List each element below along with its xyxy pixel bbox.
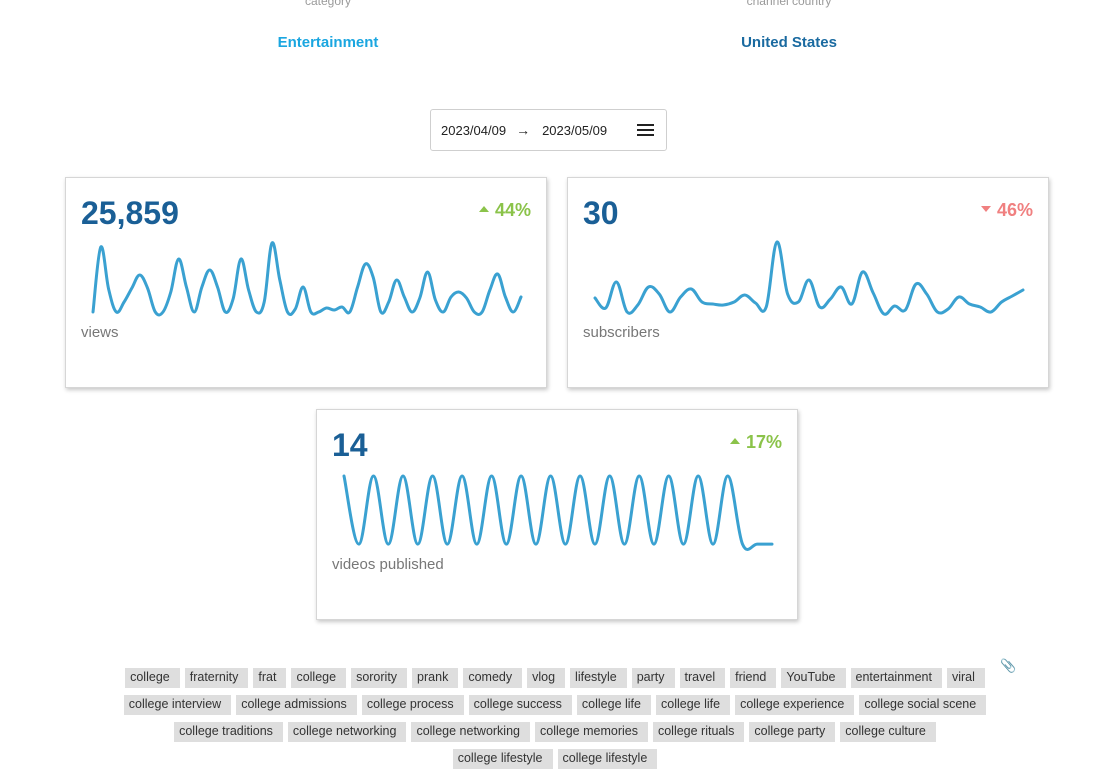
subscribers-sparkline: [593, 240, 1025, 316]
tag-chip[interactable]: college: [125, 668, 180, 688]
tag-chip[interactable]: college: [291, 668, 347, 688]
subscribers-value: 30: [583, 195, 619, 231]
subscribers-change: 46%: [980, 200, 1033, 221]
views-value: 25,859: [81, 195, 179, 231]
tag-chip[interactable]: friend: [730, 668, 777, 688]
views-sparkline: [91, 241, 523, 317]
tag-row: college fraternity frat college sorority pran…: [125, 668, 985, 688]
subscribers-label: subscribers: [583, 324, 660, 341]
tag-chip[interactable]: college success: [468, 695, 572, 715]
videos-change: 17%: [729, 432, 782, 453]
subscribers-card: 30 46% subscribers: [567, 177, 1049, 388]
triangle-up-icon: [478, 206, 489, 213]
paperclip-icon[interactable]: 📎: [1000, 658, 1017, 673]
videos-label: videos published: [332, 556, 444, 573]
tag-chip[interactable]: YouTube: [781, 668, 846, 688]
tag-chip[interactable]: entertainment: [850, 668, 942, 688]
tag-chip[interactable]: college traditions: [174, 722, 283, 742]
views-label: views: [81, 324, 119, 341]
views-card: 25,859 44% views: [65, 177, 547, 388]
tag-chip[interactable]: prank: [412, 668, 459, 688]
date-range-picker[interactable]: 2023/04/09 → 2023/05/09: [430, 109, 667, 151]
tag-chip[interactable]: college admissions: [236, 695, 357, 715]
category-value[interactable]: Entertainment: [277, 34, 379, 51]
videos-sparkline: [342, 474, 774, 551]
tag-chip[interactable]: college party: [749, 722, 836, 742]
tag-chip[interactable]: college interview: [123, 695, 232, 715]
tag-chip[interactable]: college networking: [287, 722, 407, 742]
tag-chip[interactable]: college culture: [840, 722, 936, 742]
tag-chip[interactable]: college rituals: [652, 722, 745, 742]
tag-chip[interactable]: sorority: [351, 668, 408, 688]
tag-row: college traditions college networking coll…: [174, 722, 936, 742]
tag-chip[interactable]: college process: [361, 695, 464, 715]
triangle-up-icon: [729, 438, 740, 445]
tag-chip[interactable]: party: [631, 668, 675, 688]
tag-chip[interactable]: comedy: [463, 668, 523, 688]
end-date[interactable]: 2023/05/09: [542, 122, 608, 138]
tag-chip[interactable]: college lifestyle: [452, 749, 553, 769]
triangle-down-icon: [980, 206, 991, 213]
views-change: 44%: [478, 200, 531, 221]
tag-row: college lifestyle college lifestyle: [452, 749, 658, 769]
category-label: category: [304, 0, 352, 8]
tag-chip[interactable]: college life: [576, 695, 651, 715]
tag-chip[interactable]: college networking: [411, 722, 530, 742]
subscribers-sparkline-line: [593, 240, 1025, 316]
tag-chip[interactable]: college experience: [735, 695, 855, 715]
videos-sparkline-line: [342, 474, 774, 551]
tag-chip[interactable]: vlog: [527, 668, 566, 688]
country-label: channel country: [746, 0, 832, 8]
tag-cloud: college fraternity frat college sorority pran…: [100, 668, 1010, 769]
tag-chip[interactable]: travel: [679, 668, 726, 688]
tag-chip[interactable]: college memories: [535, 722, 648, 742]
tag-chip[interactable]: frat: [253, 668, 287, 688]
videos-card: 14 17% videos published: [316, 409, 798, 620]
tag-row: college interview college admissions colle…: [123, 695, 987, 715]
tag-chip[interactable]: fraternity: [184, 668, 249, 688]
tag-chip[interactable]: college life: [656, 695, 731, 715]
tag-chip[interactable]: viral: [946, 668, 985, 688]
country-value[interactable]: United States: [741, 34, 837, 51]
start-date[interactable]: 2023/04/09: [441, 122, 507, 138]
videos-value: 14: [332, 427, 368, 463]
tag-chip[interactable]: college lifestyle: [557, 749, 658, 769]
tag-chip[interactable]: lifestyle: [570, 668, 627, 688]
views-sparkline-line: [91, 241, 523, 317]
menu-icon[interactable]: [637, 124, 654, 136]
arrow-right-icon: →: [516, 122, 531, 138]
tag-chip[interactable]: college social scene: [859, 695, 987, 715]
